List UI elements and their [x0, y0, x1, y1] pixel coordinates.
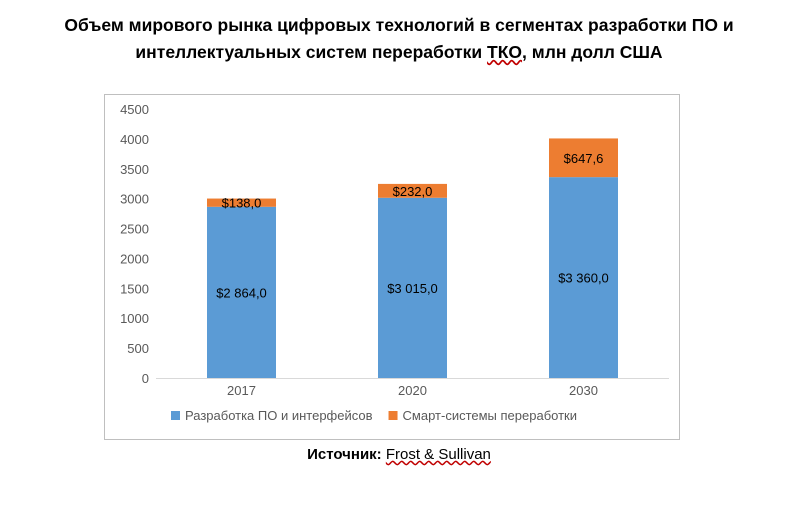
y-tick-label: 3500 — [120, 162, 149, 177]
y-tick-label: 2500 — [120, 222, 149, 237]
y-tick-label: 2000 — [120, 251, 149, 266]
data-label: $232,0 — [393, 184, 433, 199]
source-label: Источник: — [307, 446, 382, 463]
source-value: Frost & Sullivan — [385, 446, 491, 463]
data-label: $3 015,0 — [387, 281, 438, 296]
data-label: $138,0 — [222, 196, 262, 211]
chart-title: Объем мирового рынка цифровых технологий… — [0, 12, 798, 66]
bar-segment — [549, 138, 618, 178]
legend-label: Смарт-системы переработки — [403, 408, 577, 423]
chart-title-line2: интеллектуальных систем переработки ТКО,… — [135, 42, 663, 62]
y-tick-label: 0 — [142, 371, 149, 386]
bar-segment — [549, 177, 618, 378]
y-tick-label: 4000 — [120, 132, 149, 147]
y-tick-label: 3000 — [120, 192, 149, 207]
x-tick-label: 2017 — [227, 383, 256, 398]
y-tick-label: 1000 — [120, 311, 149, 326]
legend-swatch — [171, 411, 180, 420]
legend-swatch — [388, 411, 398, 420]
x-tick-label: 2020 — [398, 383, 427, 398]
y-tick-label: 500 — [127, 341, 149, 356]
stacked-bar-chart: 0 500 1000 1500 2000 2500 3000 3500 4000 4500 $2 8… — [120, 102, 669, 423]
bar-segment — [207, 206, 276, 378]
bar-segment — [207, 198, 276, 207]
x-tick-label: 2030 — [569, 383, 598, 398]
bar-segment — [378, 197, 447, 378]
data-label: $3 360,0 — [558, 271, 609, 286]
y-tick-label: 1500 — [120, 281, 149, 296]
data-label: $647,6 — [564, 151, 604, 166]
bar-segment — [378, 183, 447, 198]
chart-title-line1: Объем мирового рынка цифровых технологий… — [64, 15, 734, 35]
source-note: Источник: Frost & Sullivan — [0, 446, 798, 463]
chart-area: 0 500 1000 1500 2000 2500 3000 3500 4000 4500 $2 8… — [104, 94, 680, 440]
data-label: $2 864,0 — [216, 285, 267, 300]
y-tick-label: 4500 — [120, 102, 149, 117]
legend-label: Разработка ПО и интерфейсов — [185, 408, 373, 423]
